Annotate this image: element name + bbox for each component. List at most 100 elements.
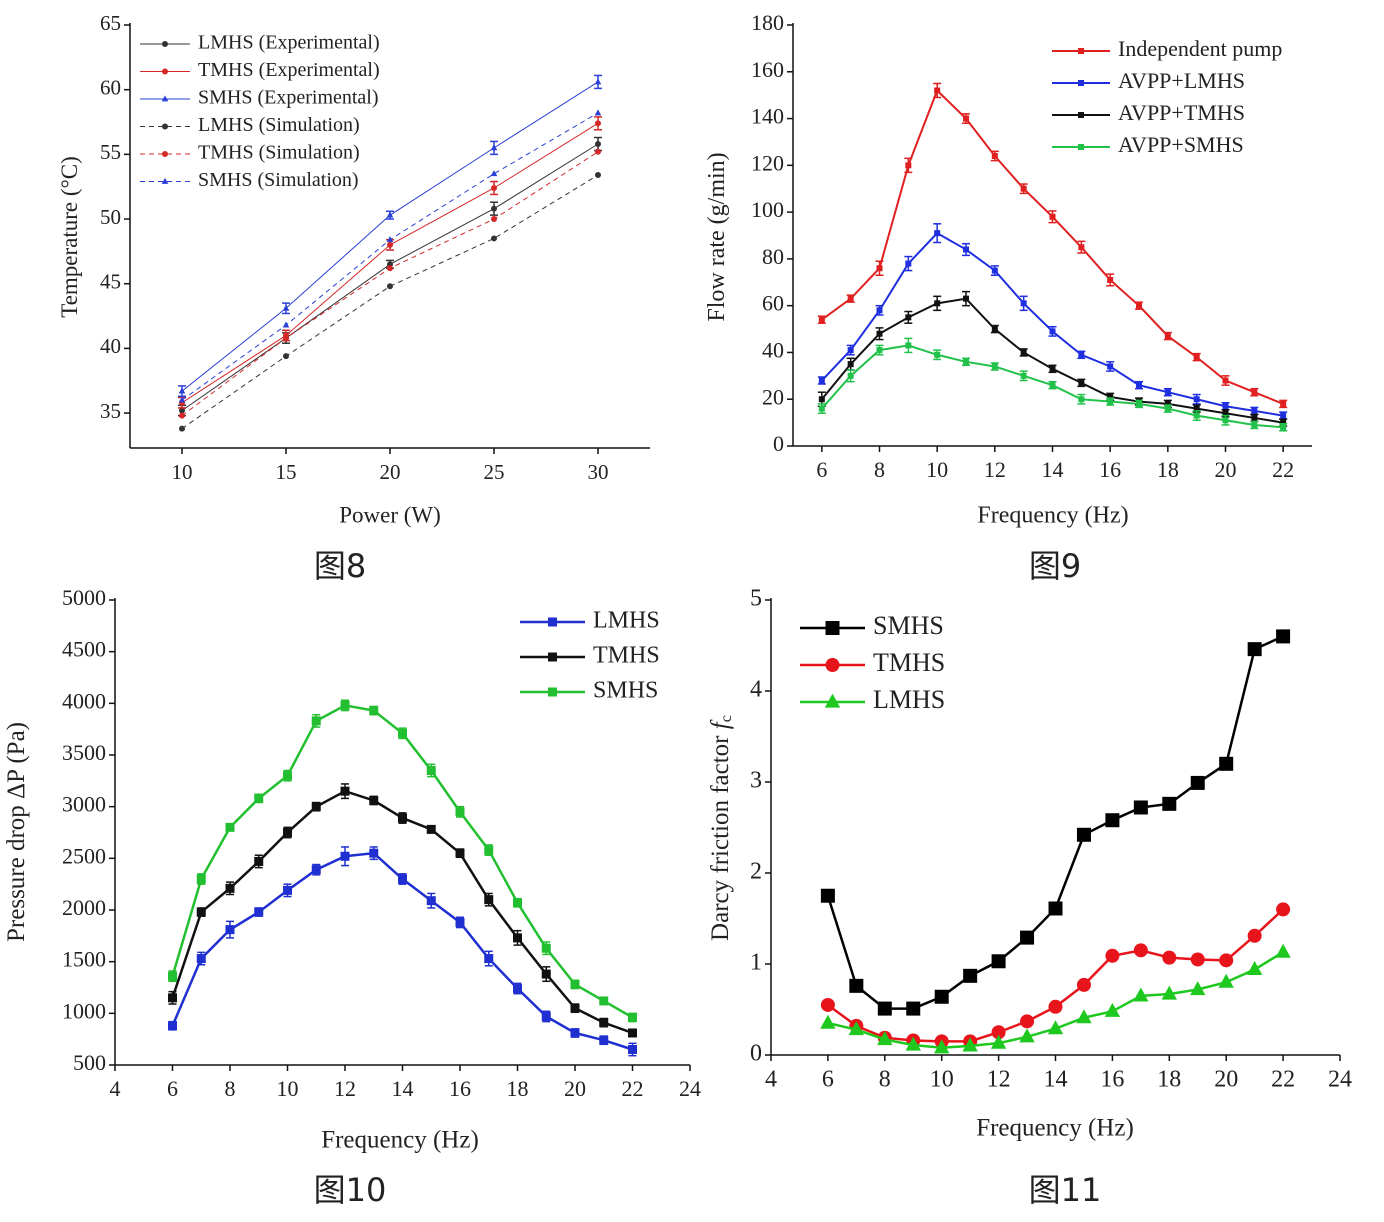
data-point (283, 335, 289, 342)
data-point (1251, 407, 1258, 414)
data-point (1164, 389, 1171, 396)
data-point (1190, 981, 1206, 996)
legend-marker (548, 617, 557, 627)
legend-marker (824, 693, 841, 708)
data-point (818, 377, 825, 384)
data-point (369, 706, 379, 716)
data-point (484, 895, 494, 905)
y-tick-label: 40 (762, 337, 784, 362)
data-point (963, 358, 969, 365)
data-point (490, 170, 498, 177)
data-point (282, 304, 290, 311)
data-point (570, 1028, 580, 1038)
data-point (1280, 424, 1287, 431)
data-point (847, 295, 854, 302)
data-point (283, 353, 289, 360)
data-point (387, 241, 393, 248)
legend-marker (825, 658, 840, 672)
data-point (595, 141, 601, 148)
x-tick-label: 4 (765, 1067, 777, 1093)
legend-label: TMHS (873, 648, 945, 677)
y-tick-label: 35 (100, 399, 121, 423)
x-tick-label: 18 (507, 1076, 529, 1101)
y-tick-label: 3500 (62, 740, 106, 765)
data-point (991, 326, 998, 333)
y-tick-label: 100 (751, 197, 784, 222)
data-point (1136, 302, 1142, 309)
legend-label: SMHS (873, 611, 944, 640)
data-point (905, 162, 912, 169)
x-tick-label: 8 (225, 1076, 236, 1101)
y-tick-label: 3 (750, 768, 762, 794)
data-point (1047, 1020, 1064, 1035)
x-tick-label: 6 (822, 1067, 834, 1093)
data-point (877, 1031, 893, 1046)
x-tick-label: 12 (987, 1067, 1011, 1093)
data-point (1078, 351, 1085, 358)
legend-marker (162, 151, 168, 157)
data-point (178, 387, 186, 394)
data-point (1276, 902, 1291, 917)
y-tick-label: 20 (762, 384, 784, 409)
y-tick-label: 45 (100, 270, 121, 294)
legend-label: LMHS (873, 685, 945, 714)
data-point (818, 396, 825, 403)
caption: 图9 (1029, 547, 1081, 585)
data-point (1190, 775, 1205, 790)
data-point (1078, 396, 1085, 403)
data-point (1133, 943, 1148, 958)
data-point (570, 979, 580, 989)
legend-marker (1078, 80, 1084, 86)
data-point (1105, 813, 1120, 828)
data-point (1107, 393, 1114, 400)
data-point (1020, 1014, 1035, 1029)
x-tick-label: 22 (622, 1076, 644, 1101)
data-point (595, 120, 601, 127)
x-tick-label: 16 (449, 1076, 471, 1101)
data-point (1107, 363, 1114, 370)
data-point (1164, 400, 1171, 407)
data-point (491, 184, 497, 191)
legend-label: TMHS (Experimental) (198, 59, 380, 81)
data-point (1019, 1028, 1035, 1043)
data-point (1219, 953, 1234, 968)
data-point (818, 405, 825, 412)
legend-label: Independent pump (1118, 36, 1282, 61)
data-point (283, 828, 292, 837)
data-point (513, 898, 522, 908)
series-line (171, 704, 634, 1019)
x-tick-label: 20 (564, 1076, 586, 1101)
data-point (196, 874, 206, 884)
data-point (991, 954, 1006, 969)
legend-marker (548, 652, 557, 662)
data-point (1020, 372, 1027, 379)
data-point (225, 883, 235, 893)
data-point (398, 728, 407, 738)
data-point (387, 283, 393, 290)
data-point (398, 874, 407, 884)
data-point (1222, 377, 1229, 384)
legend-label: LMHS (Experimental) (198, 32, 380, 54)
data-point (818, 316, 825, 323)
data-point (1049, 365, 1056, 372)
data-point (225, 822, 235, 832)
data-point (876, 330, 883, 337)
data-point (340, 786, 350, 796)
x-tick-label: 12 (334, 1076, 356, 1101)
y-axis-label-text: Pressure drop ΔP (Pa) (3, 722, 30, 942)
data-point (455, 807, 465, 817)
legend-marker (825, 621, 840, 635)
data-point (594, 78, 602, 85)
data-point (1275, 943, 1291, 958)
x-tick-label: 22 (1271, 1067, 1295, 1093)
y-tick-label: 140 (751, 104, 784, 129)
data-point (386, 211, 394, 218)
data-point (876, 347, 883, 354)
series-line (171, 789, 633, 1035)
x-tick-label: 16 (1099, 457, 1121, 482)
x-axis-label: Frequency (Hz) (976, 1115, 1134, 1142)
data-point (426, 824, 436, 834)
legend-label: AVPP+LMHS (1118, 68, 1245, 93)
y-tick-label: 60 (762, 291, 784, 316)
data-point (513, 984, 522, 994)
